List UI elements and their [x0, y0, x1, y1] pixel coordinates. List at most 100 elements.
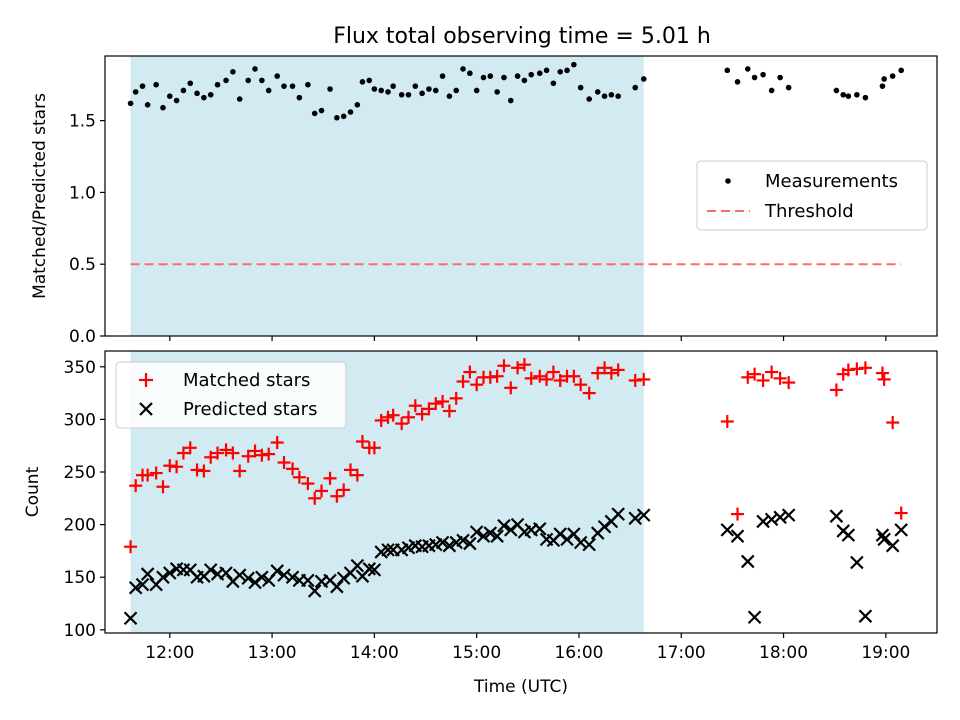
measurement-point: [366, 77, 373, 84]
measurement-point: [862, 94, 869, 101]
x-axis-label: Time (UTC): [473, 677, 568, 697]
measurement-point: [214, 81, 221, 88]
matched-point: [374, 413, 388, 427]
measurement-point: [173, 97, 180, 104]
bottom-legend-box: [115, 361, 347, 429]
x-tick-label: 19:00: [861, 643, 910, 663]
measurement-point: [371, 86, 378, 92]
predicted-point-stroke: [773, 510, 787, 525]
measurement-point: [127, 100, 134, 107]
top-shaded-span: [130, 56, 644, 336]
matched-point: [241, 449, 255, 463]
predicted-point: [636, 508, 651, 522]
predicted-point: [730, 529, 745, 543]
predicted-point: [350, 558, 365, 573]
measurement-point: [245, 77, 252, 84]
predicted-point: [773, 510, 787, 525]
matched-point: [533, 369, 547, 383]
bottom-y-tick-label: 200: [64, 516, 96, 536]
predicted-point-stroke: [510, 517, 525, 532]
predicted-point: [140, 567, 155, 581]
predicted-point: [277, 568, 291, 582]
matched-point: [141, 468, 155, 482]
bottom-plot-frame: [104, 350, 938, 634]
matched-point: [524, 371, 538, 385]
matched-point: [183, 441, 197, 455]
matched-point: [490, 369, 504, 383]
measurement-point: [334, 114, 340, 121]
matched-point: [463, 365, 477, 379]
matched-point: [782, 376, 796, 390]
x-tick-label: 14:00: [350, 643, 399, 663]
predicted-point: [456, 533, 470, 548]
measurement-point: [571, 61, 577, 68]
measurement-point: [632, 84, 639, 91]
predicted-point-stroke: [456, 533, 470, 548]
predicted-point-stroke: [553, 527, 567, 541]
measurement-point: [889, 73, 896, 79]
matched-point: [124, 540, 138, 554]
measurement-point: [426, 86, 432, 92]
matched-point: [877, 372, 891, 386]
predicted-point: [362, 562, 377, 576]
bottom-y-axis-label: Count: [23, 466, 43, 517]
x-tick-label: 13:00: [248, 643, 297, 663]
predicted-point: [219, 566, 233, 580]
measurement-point: [327, 86, 333, 92]
predicted-point-stroke: [140, 567, 155, 581]
predicted-point-stroke: [248, 575, 262, 590]
matched-point: [226, 446, 240, 460]
predicted-point: [435, 535, 450, 550]
matched-point: [386, 408, 400, 422]
measurement-point: [785, 84, 792, 91]
measurement-point: [768, 87, 775, 94]
predicted-point: [307, 584, 322, 598]
predicted-point-stroke: [597, 519, 612, 534]
predicted-point: [567, 527, 581, 541]
measurement-point: [557, 68, 564, 75]
matched-point: [176, 446, 190, 460]
measurement-point: [390, 83, 396, 89]
measurement-point: [132, 89, 139, 95]
x-tick-label: 17:00: [657, 643, 706, 663]
matched-point: [156, 480, 170, 494]
predicted-point: [476, 529, 491, 543]
matched-point: [553, 373, 567, 387]
top-plot-frame: [104, 55, 938, 337]
predicted-point-stroke: [560, 532, 574, 547]
measurement-point: [514, 73, 521, 79]
matched-point: [894, 506, 908, 520]
matched-point: [415, 407, 429, 421]
top-y-tick-label: 1.5: [69, 112, 96, 132]
predicted-point-stroke: [156, 570, 170, 585]
matched-point: [129, 479, 143, 493]
predicted-point-stroke: [330, 579, 344, 594]
predicted-point-stroke: [740, 554, 755, 569]
predicted-point-stroke: [241, 571, 255, 586]
measurement-point: [347, 109, 354, 115]
measurement-point: [207, 91, 214, 98]
matched-point: [741, 370, 755, 384]
bottom-x-axis: 12:00 13:00 14:00 15:00 16:00 17:00 18:00 19:00: [145, 633, 910, 663]
predicted-point-stroke: [781, 508, 796, 522]
predicted-point-stroke: [367, 563, 382, 577]
predicted-point-stroke: [307, 584, 322, 598]
matched-point: [337, 483, 351, 497]
measurement-point: [259, 77, 265, 84]
measurement-point: [898, 67, 904, 74]
measurement-point: [194, 90, 200, 97]
predicted-point: [894, 523, 908, 537]
matched-point: [204, 450, 218, 464]
matched-point: [442, 404, 456, 418]
matched-point: [748, 367, 762, 381]
matched-point: [330, 489, 344, 503]
predicted-point-stroke: [539, 532, 554, 547]
measurement-point: [281, 83, 287, 89]
bottom-y-tick-label: 350: [64, 358, 96, 378]
matched-point: [292, 470, 306, 484]
matched-point: [765, 365, 779, 379]
legend-matched-label: Matched stars: [183, 370, 310, 391]
predicted-point: [135, 577, 150, 592]
matched-point: [449, 391, 463, 405]
